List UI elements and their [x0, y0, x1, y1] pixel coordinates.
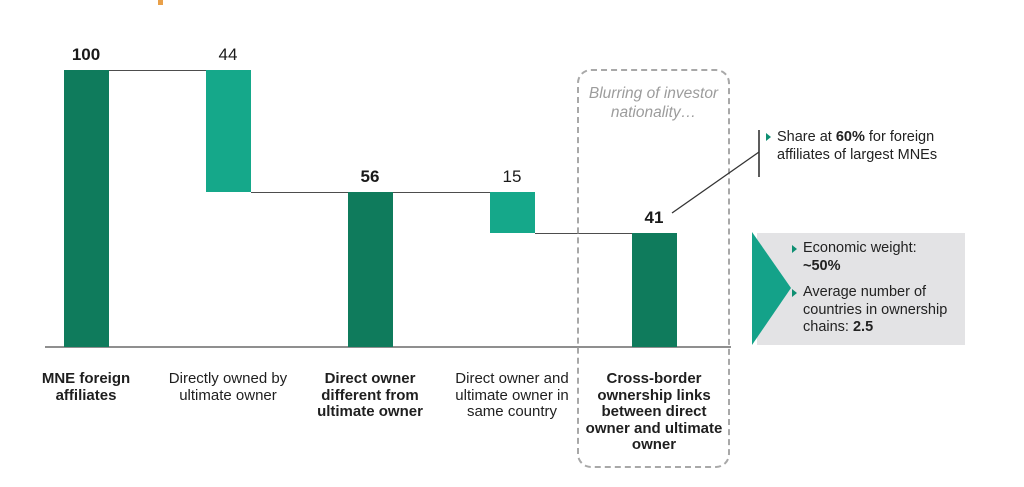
category-label: Directly owned by ultimate owner: [168, 370, 288, 404]
triangle-bullet-icon: [766, 133, 771, 141]
category-label: MNE foreign affiliates: [41, 370, 131, 404]
share-callout: Share at 60% for foreign affiliates of la…: [766, 128, 981, 164]
waterfall-bar: [347, 191, 393, 347]
category-label: Cross-border ownership links between dir…: [585, 370, 723, 453]
waterfall-bar: [63, 69, 109, 347]
economic-weight-info-box: [757, 233, 965, 345]
info-item-average-countries: Average number of countries in ownership c…: [792, 284, 962, 337]
info-box-items: Economic weight: ~50% Average number of co…: [792, 240, 962, 337]
step-connector-line: [250, 191, 348, 193]
info-item-text: Average number of countries in ownership c…: [803, 284, 948, 335]
bar-value-label: 56: [360, 166, 380, 186]
info-item-text: Economic weight: ~50%: [803, 240, 917, 274]
blurring-annotation-text: Blurring of investor nationality…: [588, 85, 719, 121]
info-item-economic-weight: Economic weight: ~50%: [792, 240, 962, 275]
bar-value-label: 100: [71, 44, 101, 64]
category-label: Direct owner and ultimate owner in same …: [455, 370, 569, 420]
cropped-title-text-fragment: [158, 0, 163, 5]
triangle-bullet-icon: [792, 289, 797, 297]
triangle-bullet-icon: [792, 245, 797, 253]
waterfall-bar: [489, 191, 535, 234]
bar-value-label: 44: [218, 44, 238, 64]
step-connector-line: [392, 191, 490, 193]
share-callout-text: Share at 60% for foreign affiliates of la…: [777, 129, 938, 163]
waterfall-bar: [205, 69, 251, 192]
bar-value-label: 41: [644, 208, 664, 228]
step-connector-line: [108, 69, 206, 71]
category-label: Direct owner different from ultimate own…: [317, 370, 423, 420]
bar-value-label: 15: [502, 166, 522, 186]
step-connector-line: [534, 233, 632, 235]
chevron-arrow-icon: [752, 232, 791, 345]
dashed-highlight-box: [577, 69, 730, 468]
x-axis-baseline: [45, 346, 731, 348]
waterfall-bar: [631, 233, 677, 347]
